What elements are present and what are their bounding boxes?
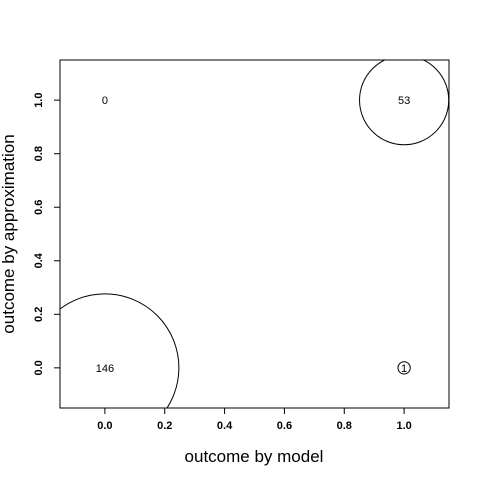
plot-frame bbox=[59, 59, 450, 409]
y-tick-label: 0.4 bbox=[33, 252, 45, 268]
x-axis: 0.0 0.2 0.4 0.6 0.8 1.0 bbox=[97, 407, 412, 432]
x-tick-label: 0.0 bbox=[97, 420, 112, 432]
count-bubble bbox=[60, 293, 180, 408]
y-tick-label: 0.6 bbox=[33, 200, 45, 215]
y-tick-label: 1.0 bbox=[33, 93, 45, 108]
x-tick-label: 0.6 bbox=[277, 420, 292, 432]
x-tick-label: 0.8 bbox=[337, 420, 352, 432]
count-bubble bbox=[397, 361, 411, 375]
y-tick-label: 0.0 bbox=[33, 360, 45, 375]
y-axis: 0.0 0.2 0.4 0.6 0.8 1.0 bbox=[33, 93, 61, 375]
count-label: 146 bbox=[96, 363, 114, 375]
count-labels: 146 1 0 53 bbox=[96, 95, 411, 375]
x-tick-label: 0.4 bbox=[217, 420, 233, 432]
count-label: 0 bbox=[102, 95, 108, 107]
y-axis-title: outcome by approximation bbox=[0, 134, 18, 333]
x-tick-label: 0.2 bbox=[157, 420, 172, 432]
bubbles bbox=[60, 60, 449, 408]
y-tick-label: 0.2 bbox=[33, 307, 45, 322]
x-tick-label: 1.0 bbox=[396, 420, 411, 432]
x-axis-title: outcome by model bbox=[185, 447, 324, 466]
count-bubble bbox=[359, 60, 449, 146]
y-tick-label: 0.8 bbox=[33, 146, 45, 161]
count-label: 1 bbox=[401, 363, 407, 375]
count-label: 53 bbox=[398, 95, 410, 107]
